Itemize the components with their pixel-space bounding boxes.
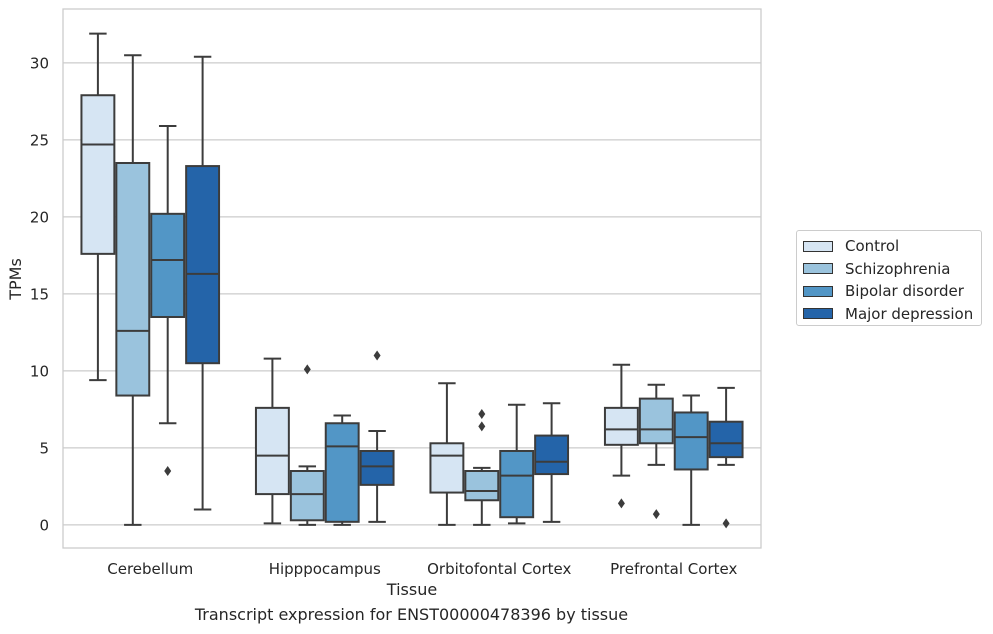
y-tick-labels: 0 5 10 15 20 25 30 [30,54,49,534]
box-cerebellum-major-depression-iqr-box [185,165,221,365]
box-cerebellum-bipolar-disorder [150,125,186,476]
legend-swatch-major-depression [803,308,833,320]
legend-label-control: Control [845,237,900,256]
plot-frame [62,8,762,549]
box-layer [80,32,744,529]
box-hipppocampus-major-depression-outlier-0 [373,350,381,361]
x-tick-label-cerebellum: Cerebellum [107,560,193,578]
box-prefrontal-cortex-schizophrenia-outlier-0 [652,509,660,520]
box-orbitofontal-cortex-schizophrenia-outlier-0 [478,409,486,420]
legend-swatch-bipolar-disorder [803,285,833,297]
box-prefrontal-cortex-control [603,363,639,509]
box-prefrontal-cortex-control-outlier-0 [617,498,625,509]
y-axis-label: TPMs [6,258,25,301]
x-tick-label-hipppocampus: Hipppocampus [269,560,381,578]
y-tick-label-15: 15 [30,285,49,303]
box-orbitofontal-cortex-control [429,382,465,526]
legend-item-major-depression: Major depression [803,303,975,326]
legend-swatch-schizophrenia [803,263,833,275]
legend-item-schizophrenia: Schizophrenia [803,258,975,281]
y-tick-label-10: 10 [30,362,49,380]
box-hipppocampus-major-depression-iqr-box [359,449,395,486]
box-cerebellum-control [80,32,116,382]
box-prefrontal-cortex-bipolar-disorder [673,394,709,526]
legend-label-major-depression: Major depression [845,304,974,323]
legend-item-control: Control [803,235,975,258]
y-tick-label-25: 25 [30,131,49,149]
legend-item-bipolar-disorder: Bipolar disorder [803,280,975,303]
box-hipppocampus-major-depression [359,350,395,523]
box-prefrontal-cortex-bipolar-disorder-iqr-box [673,411,709,471]
box-prefrontal-cortex-schizophrenia [638,383,674,520]
box-orbitofontal-cortex-major-depression-iqr-box [534,434,570,476]
box-hipppocampus-control [254,357,290,525]
chart-title: Transcript expression for ENST0000047839… [194,605,629,624]
box-cerebellum-schizophrenia [115,54,151,526]
box-hipppocampus-bipolar-disorder-iqr-box [324,422,360,523]
box-prefrontal-cortex-major-depression-outlier-0 [722,518,730,529]
box-hipppocampus-schizophrenia-iqr-box [289,470,325,522]
box-orbitofontal-cortex-major-depression [534,402,570,523]
box-orbitofontal-cortex-schizophrenia-outlier-1 [478,421,486,432]
box-prefrontal-cortex-control-iqr-box [603,406,639,446]
y-tick-label-30: 30 [30,54,49,72]
box-prefrontal-cortex-major-depression-iqr-box [708,420,744,459]
legend-label-schizophrenia: Schizophrenia [845,259,951,278]
x-axis-label: Tissue [386,580,437,599]
legend-label-bipolar-disorder: Bipolar disorder [845,282,964,301]
y-tick-label-0: 0 [39,516,49,534]
box-prefrontal-cortex-major-depression [708,386,744,529]
box-cerebellum-major-depression [185,55,221,511]
x-tick-label-orbitofontal-cortex: Orbitofontal Cortex [427,560,571,578]
box-cerebellum-schizophrenia-iqr-box [115,162,151,397]
box-hipppocampus-schizophrenia-outlier-0 [303,364,311,375]
y-tick-label-20: 20 [30,208,49,226]
box-hipppocampus-bipolar-disorder [324,414,360,526]
y-tick-label-5: 5 [39,439,49,457]
legend: Control Schizophrenia Bipolar disorder M… [796,230,982,326]
box-prefrontal-cortex-schizophrenia-iqr-box [638,397,674,445]
box-cerebellum-control-iqr-box [80,94,116,255]
box-hipppocampus-control-iqr-box [254,406,290,496]
box-orbitofontal-cortex-bipolar-disorder-iqr-box [499,449,535,519]
box-orbitofontal-cortex-bipolar-disorder [499,403,535,525]
box-cerebellum-bipolar-disorder-outlier-0 [164,466,172,476]
box-cerebellum-bipolar-disorder-iqr-box [150,212,186,319]
box-orbitofontal-cortex-control-iqr-box [429,442,465,494]
x-tick-label-prefrontal-cortex: Prefrontal Cortex [610,560,737,578]
box-orbitofontal-cortex-schizophrenia [464,409,500,526]
x-tick-labels: Cerebellum Hipppocampus Orbitofontal Corte… [107,560,737,578]
box-hipppocampus-schizophrenia [289,364,325,526]
box-orbitofontal-cortex-schizophrenia-iqr-box [464,470,500,502]
legend-swatch-control [803,240,833,252]
